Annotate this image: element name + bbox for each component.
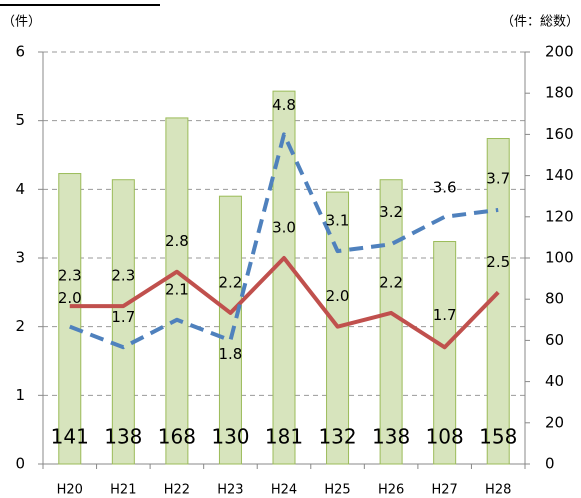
x-tick-label: H21 (110, 483, 136, 498)
bar-value-label: 132 (318, 425, 356, 449)
bar-value-label: 181 (265, 425, 303, 449)
x-tick-label: H24 (271, 483, 297, 498)
bar-value-label: 168 (158, 425, 196, 449)
y2-tick-label: 20 (545, 413, 564, 431)
x-tick-label: H20 (57, 483, 83, 498)
y2-tick-label: 140 (545, 166, 574, 184)
point-label: 2.0 (326, 287, 350, 305)
bar-value-label: 108 (426, 425, 464, 449)
bar (218, 195, 242, 465)
bar-value-label: 138 (372, 425, 410, 449)
y2-tick-label: 180 (545, 84, 574, 102)
bar (379, 179, 403, 465)
y2-tick-label: 60 (545, 331, 564, 349)
y-tick-label: 0 (15, 455, 25, 473)
y-tick-label: 3 (15, 249, 25, 267)
point-label: 3.0 (272, 219, 296, 237)
x-tick-label: H23 (217, 483, 243, 498)
point-label: 2.3 (111, 267, 135, 285)
point-label: 3.6 (433, 178, 457, 196)
point-label: 1.8 (219, 345, 243, 363)
bar-value-label: 130 (211, 425, 249, 449)
line-series (69, 132, 499, 350)
bar (433, 241, 457, 465)
y-tick-label: 4 (15, 180, 25, 198)
y2-tick-label: 40 (545, 372, 564, 390)
bar-value-label: 158 (479, 425, 517, 449)
line-series (69, 256, 500, 350)
bar (272, 90, 296, 465)
point-label: 1.7 (433, 306, 457, 324)
y2-tick-label: 0 (545, 455, 555, 473)
bar-value-label: 141 (51, 425, 89, 449)
x-tick-label: H22 (164, 483, 190, 498)
y2-axis-label: （件：総数） (501, 15, 579, 30)
bar (58, 173, 82, 465)
y-tick-label: 5 (15, 111, 25, 129)
point-label: 1.7 (111, 308, 135, 326)
y-tick-label: 6 (15, 43, 25, 61)
point-label: 3.7 (486, 169, 510, 187)
point-label: 2.2 (219, 273, 243, 291)
y-tick-label: 2 (15, 317, 25, 335)
x-tick-label: H27 (432, 483, 458, 498)
y-axis-label: （件） (2, 15, 41, 30)
point-label: 2.8 (165, 232, 189, 250)
x-tick-label: H26 (378, 483, 404, 498)
point-label: 2.1 (165, 280, 189, 298)
y2-tick-label: 120 (545, 207, 574, 225)
x-tick-label: H28 (485, 483, 511, 498)
point-label: 2.2 (379, 273, 403, 291)
point-label: 2.3 (58, 267, 82, 285)
point-label: 4.8 (272, 96, 296, 114)
bar (111, 179, 135, 465)
bar (165, 117, 189, 465)
point-label: 3.2 (379, 203, 403, 221)
point-label: 2.0 (58, 289, 82, 307)
y2-tick-label: 80 (545, 290, 564, 308)
point-label: 2.5 (486, 253, 510, 271)
y-tick-label: 1 (15, 386, 25, 404)
y2-tick-label: 160 (545, 125, 574, 143)
y2-tick-label: 100 (545, 249, 574, 267)
x-tick-label: H25 (324, 483, 350, 498)
point-label: 3.1 (326, 212, 350, 230)
bar-value-label: 138 (104, 425, 142, 449)
y2-tick-label: 200 (545, 43, 574, 61)
